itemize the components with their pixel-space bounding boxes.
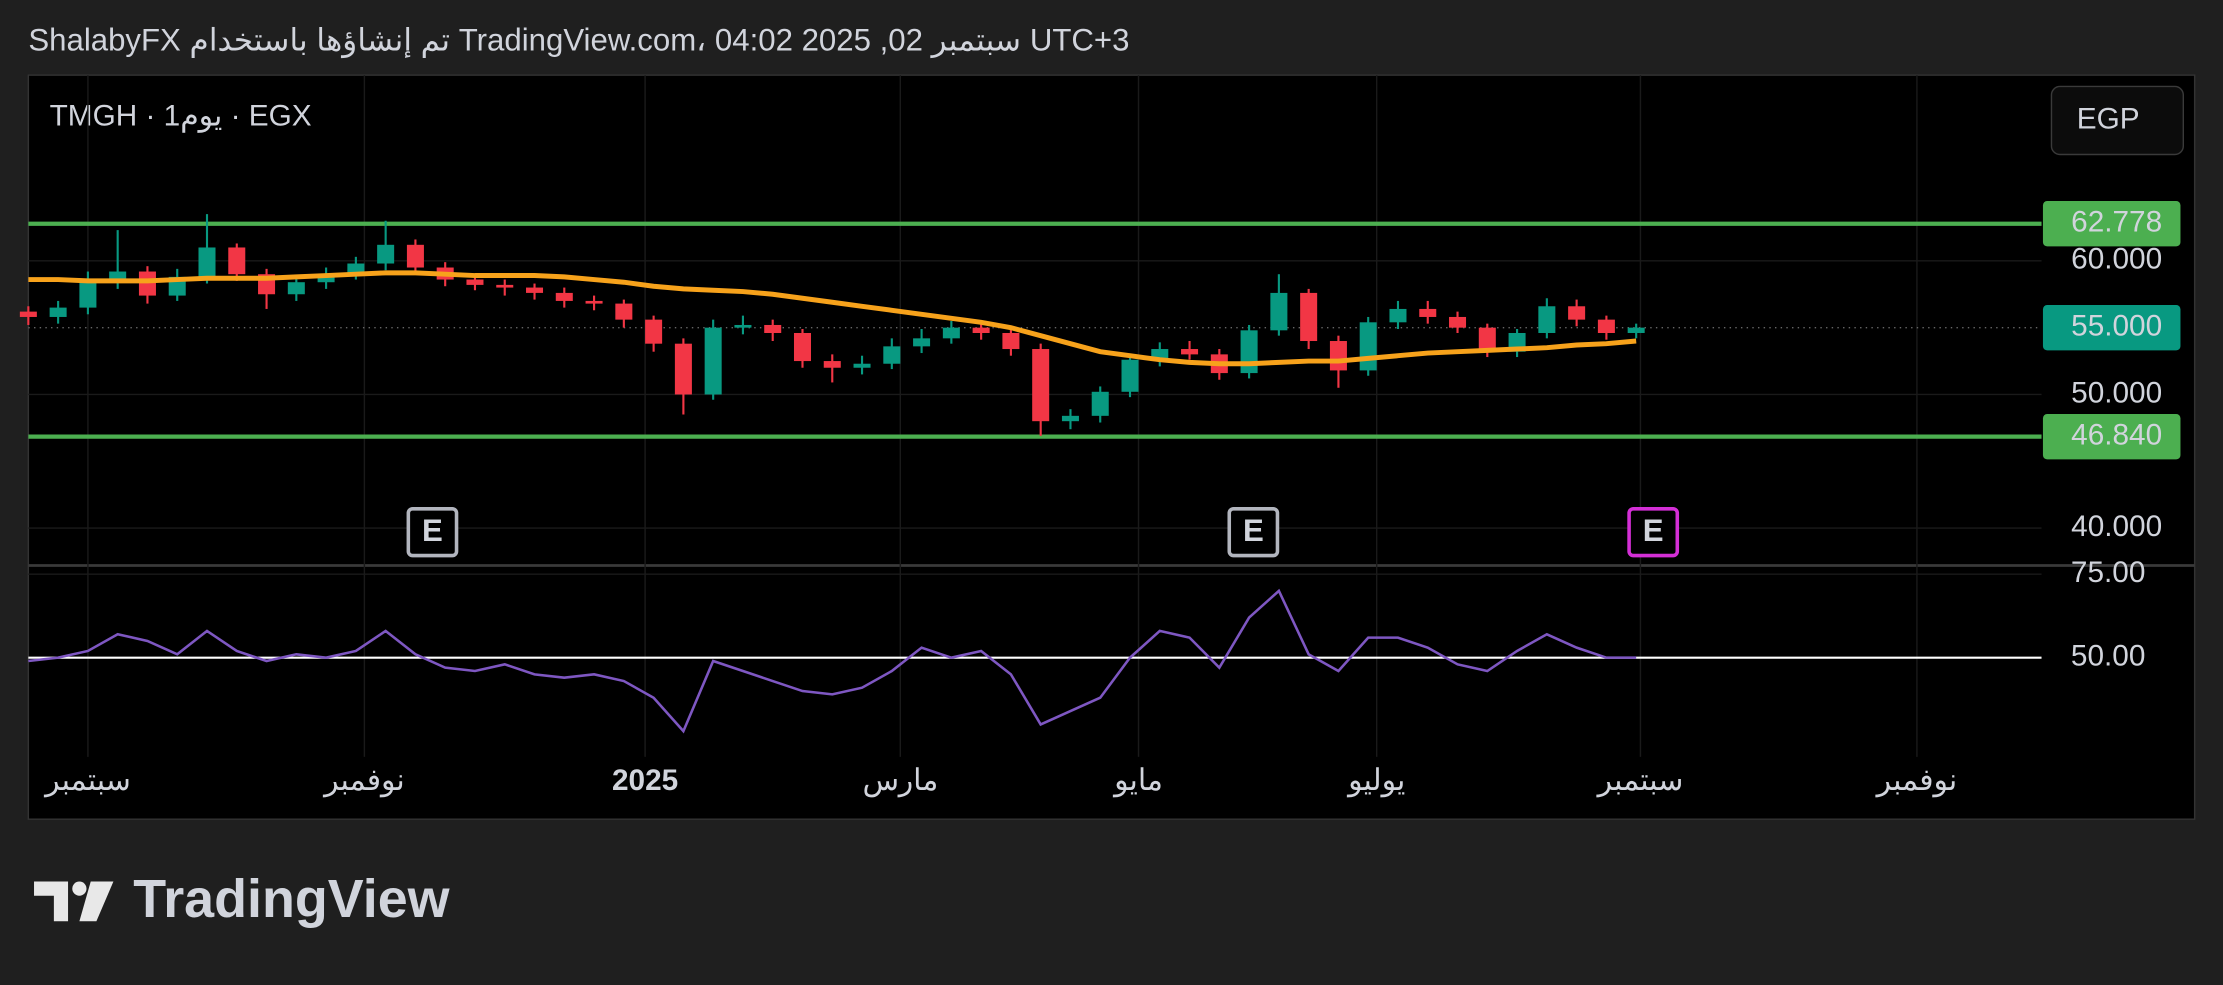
candle-body — [1061, 415, 1079, 422]
candle-body — [913, 338, 931, 347]
plot: سبتمبر نوفمبر 2025 مارس مايو يوليو سبتمبر نوفمب… — [19, 75, 2181, 798]
event-marker[interactable]: E — [1627, 507, 1680, 558]
candle-body — [793, 332, 811, 362]
level-label-box — [2042, 414, 2181, 460]
candle-body — [1597, 319, 1615, 333]
candle-body — [972, 327, 990, 333]
event-label: E — [422, 513, 443, 548]
currency-button[interactable] — [2050, 85, 2185, 156]
candle-body — [1389, 308, 1407, 323]
event-label: E — [1643, 513, 1664, 548]
x-tick-label: مارس — [862, 764, 938, 798]
candle-body — [883, 346, 901, 364]
logo-mark — [34, 881, 69, 922]
event-box — [1627, 507, 1680, 558]
candle-body — [674, 343, 692, 395]
candle-body — [1449, 316, 1467, 328]
logo-text: TradingView — [133, 869, 449, 929]
chart-panel — [27, 74, 2196, 820]
level-label-box — [2042, 201, 2181, 247]
x-tick-label: نوفمبر — [1875, 764, 1957, 798]
x-tick-label: سبتمبر — [43, 764, 130, 798]
candle-body — [406, 244, 424, 268]
candle-body — [1329, 341, 1347, 371]
event-box — [406, 507, 459, 558]
candle-body — [1091, 391, 1109, 416]
candle-body — [764, 324, 782, 333]
candle-body — [1151, 349, 1169, 360]
x-tick-label: نوفمبر — [322, 764, 404, 798]
event-box — [1227, 507, 1280, 558]
candle-body — [1032, 349, 1050, 422]
candle-body — [19, 311, 37, 317]
candle-body — [1300, 292, 1318, 342]
candle-body — [377, 244, 395, 264]
event-marker[interactable]: E — [1227, 507, 1280, 558]
candle-body — [109, 271, 127, 281]
candle-body — [734, 324, 752, 328]
candle-body — [1002, 332, 1020, 350]
candle-body — [287, 282, 305, 295]
candle-body — [615, 303, 633, 320]
x-tick-label: يوليو — [1346, 764, 1405, 798]
header-text: ShalabyFX تم إنشاؤها باستخدام TradingVie… — [28, 23, 1129, 59]
y-tick-label: 50.000 — [2071, 376, 2162, 409]
candle-body — [1568, 306, 1586, 320]
candle-body — [198, 247, 216, 277]
candle-body — [1419, 308, 1437, 317]
event-label: E — [1243, 513, 1264, 548]
last-price-box — [2042, 304, 2181, 351]
candle-body — [1627, 327, 1645, 333]
candle-body — [317, 274, 335, 283]
chart-title: TMGH · 1يوم · EGX — [50, 99, 312, 133]
candle-body — [585, 300, 603, 304]
candle-body — [823, 361, 841, 368]
candle-body — [79, 280, 97, 308]
x-tick-label: سبتمبر — [1596, 764, 1683, 798]
candle-body — [1121, 359, 1139, 392]
candle-body — [496, 284, 514, 288]
x-tick-label: 2025 — [612, 764, 678, 797]
logo-mark — [72, 881, 87, 896]
candle-body — [645, 319, 663, 344]
level-label: 46.840 — [2071, 419, 2162, 452]
candle-body — [138, 271, 156, 296]
logo-mark — [79, 881, 114, 922]
last-price-label: 55.000 — [2071, 310, 2162, 343]
moving-average — [28, 270, 1637, 367]
y-tick-label: 40.000 — [2071, 510, 2162, 543]
candle-body — [1240, 330, 1258, 374]
currency-label: EGP — [2077, 102, 2140, 135]
candle-body — [1181, 349, 1199, 355]
candle-body — [526, 287, 544, 293]
rsi-line — [28, 588, 1637, 734]
candle-body — [466, 279, 484, 285]
candle-body — [555, 292, 573, 301]
x-tick-label: مايو — [1112, 764, 1163, 798]
rsi-tick-label: 50.00 — [2071, 640, 2145, 673]
candle-body — [1478, 327, 1496, 352]
candle-body — [1538, 306, 1556, 333]
candle-body — [49, 307, 67, 317]
candle-body — [1270, 292, 1288, 331]
rsi-tick-label: 75.00 — [2071, 556, 2145, 589]
tradingview-logo: TradingView — [34, 869, 450, 929]
candle-body — [228, 247, 246, 275]
y-tick-label: 60.000 — [2071, 243, 2162, 276]
candle-body — [853, 363, 871, 368]
candle-body — [347, 263, 365, 275]
level-label: 62.778 — [2071, 206, 2162, 239]
candle-body — [1359, 322, 1377, 371]
event-marker[interactable]: E — [406, 507, 459, 558]
candle-body — [704, 327, 722, 395]
candle-body — [942, 327, 960, 339]
